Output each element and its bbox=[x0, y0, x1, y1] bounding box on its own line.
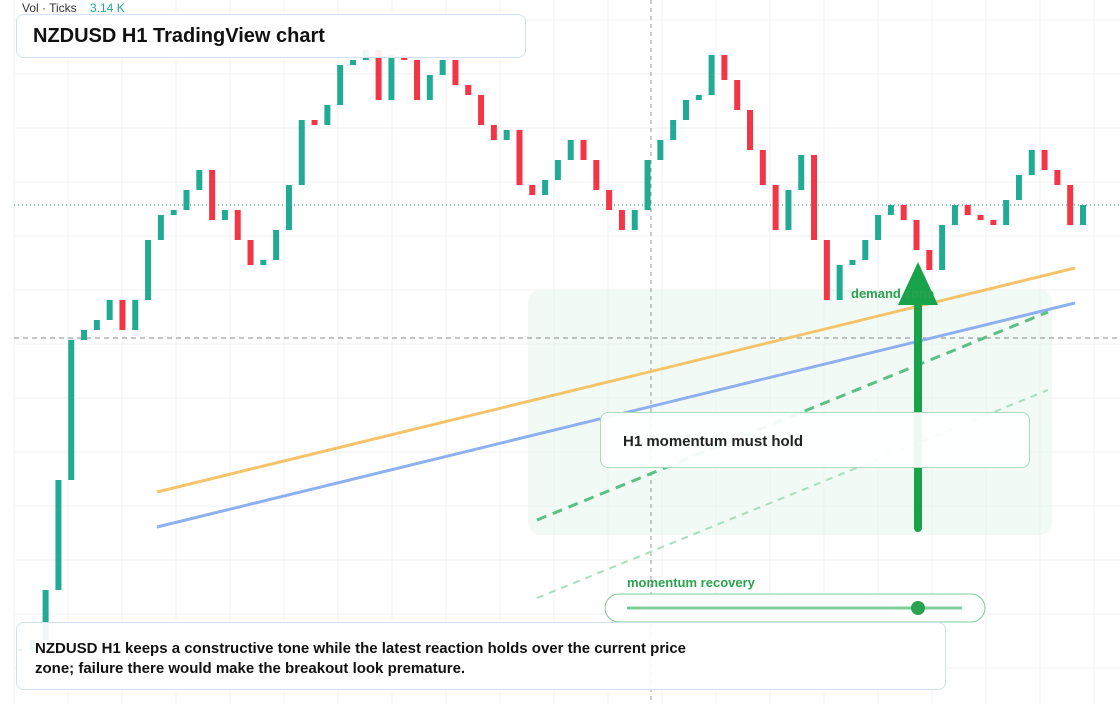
candle bbox=[618, 210, 625, 230]
candle bbox=[939, 225, 946, 270]
candle bbox=[990, 220, 997, 225]
candle bbox=[311, 120, 318, 125]
candle bbox=[670, 120, 677, 140]
vol-value: 3.14 K bbox=[90, 1, 125, 15]
candle bbox=[772, 185, 779, 230]
callout-box: H1 momentum must hold bbox=[600, 412, 1030, 468]
candle bbox=[798, 155, 805, 190]
candle bbox=[516, 130, 523, 185]
candle bbox=[913, 220, 920, 250]
title: NZDUSD H1 TradingView chart bbox=[33, 25, 325, 47]
candle bbox=[785, 190, 792, 230]
candle bbox=[247, 240, 254, 265]
candle bbox=[644, 160, 651, 210]
candle bbox=[1028, 150, 1035, 175]
candle bbox=[567, 140, 574, 160]
candle bbox=[875, 215, 882, 240]
candle bbox=[542, 180, 549, 195]
candle bbox=[657, 140, 664, 160]
candle bbox=[119, 300, 126, 330]
candle bbox=[478, 95, 485, 125]
candle bbox=[823, 240, 830, 300]
zone-label: demand zone bbox=[851, 286, 934, 301]
candle bbox=[580, 140, 587, 160]
candle bbox=[593, 160, 600, 190]
candle bbox=[695, 95, 702, 100]
candle bbox=[349, 60, 356, 65]
candle bbox=[439, 60, 446, 75]
candle bbox=[221, 210, 228, 220]
candle bbox=[132, 300, 139, 330]
candle bbox=[42, 590, 49, 640]
candle bbox=[106, 300, 113, 320]
candle bbox=[747, 110, 754, 150]
candle bbox=[554, 160, 561, 180]
candle bbox=[964, 205, 971, 215]
candle bbox=[1080, 205, 1086, 225]
candle bbox=[951, 205, 958, 225]
footer-text: NZDUSD H1 keeps a constructive tone whil… bbox=[35, 640, 687, 677]
candle bbox=[708, 55, 715, 95]
candle bbox=[887, 205, 894, 215]
vol-label: Vol · Ticks bbox=[22, 1, 77, 15]
candle bbox=[234, 210, 241, 240]
candle bbox=[1067, 185, 1074, 225]
candle bbox=[849, 260, 856, 265]
candle bbox=[1041, 150, 1048, 170]
candle bbox=[55, 480, 62, 590]
candle bbox=[862, 240, 869, 260]
candle bbox=[414, 60, 421, 100]
candle bbox=[1003, 200, 1010, 225]
candle bbox=[503, 130, 510, 140]
candle bbox=[1015, 175, 1022, 200]
candle bbox=[900, 205, 907, 220]
candle bbox=[529, 185, 536, 195]
candle bbox=[145, 240, 152, 300]
candle bbox=[170, 210, 177, 215]
slider-label: momentum recovery bbox=[627, 575, 756, 590]
title-box: NZDUSD H1 TradingView chart bbox=[16, 14, 526, 58]
candle bbox=[157, 215, 164, 240]
candle bbox=[324, 105, 331, 125]
candle bbox=[926, 250, 933, 270]
candle bbox=[273, 230, 280, 260]
candle bbox=[93, 320, 100, 330]
candle bbox=[836, 265, 843, 300]
candle bbox=[196, 170, 203, 190]
candle bbox=[337, 65, 344, 105]
callout: H1 momentum must hold bbox=[623, 433, 804, 450]
candle bbox=[68, 340, 75, 480]
candle bbox=[606, 190, 613, 210]
candle bbox=[811, 155, 818, 240]
candles bbox=[17, 50, 1086, 651]
candle bbox=[721, 55, 728, 80]
candle bbox=[452, 60, 459, 85]
candle bbox=[209, 170, 216, 220]
candle bbox=[81, 330, 88, 340]
footer-box: NZDUSD H1 keeps a constructive tone whil… bbox=[16, 622, 946, 690]
candle bbox=[426, 75, 433, 100]
slider-knob[interactable] bbox=[911, 601, 925, 615]
candle bbox=[759, 150, 766, 185]
candle bbox=[375, 50, 382, 100]
candle bbox=[682, 100, 689, 120]
arrow-head bbox=[898, 262, 938, 305]
candle bbox=[260, 260, 267, 265]
candle bbox=[298, 120, 305, 185]
candle bbox=[631, 210, 638, 230]
candle bbox=[490, 125, 497, 140]
candle bbox=[734, 80, 741, 110]
candle bbox=[1054, 170, 1061, 185]
candle bbox=[183, 190, 190, 210]
candle bbox=[465, 85, 472, 95]
candle bbox=[388, 55, 395, 100]
candle bbox=[285, 185, 292, 230]
candle bbox=[977, 215, 984, 220]
